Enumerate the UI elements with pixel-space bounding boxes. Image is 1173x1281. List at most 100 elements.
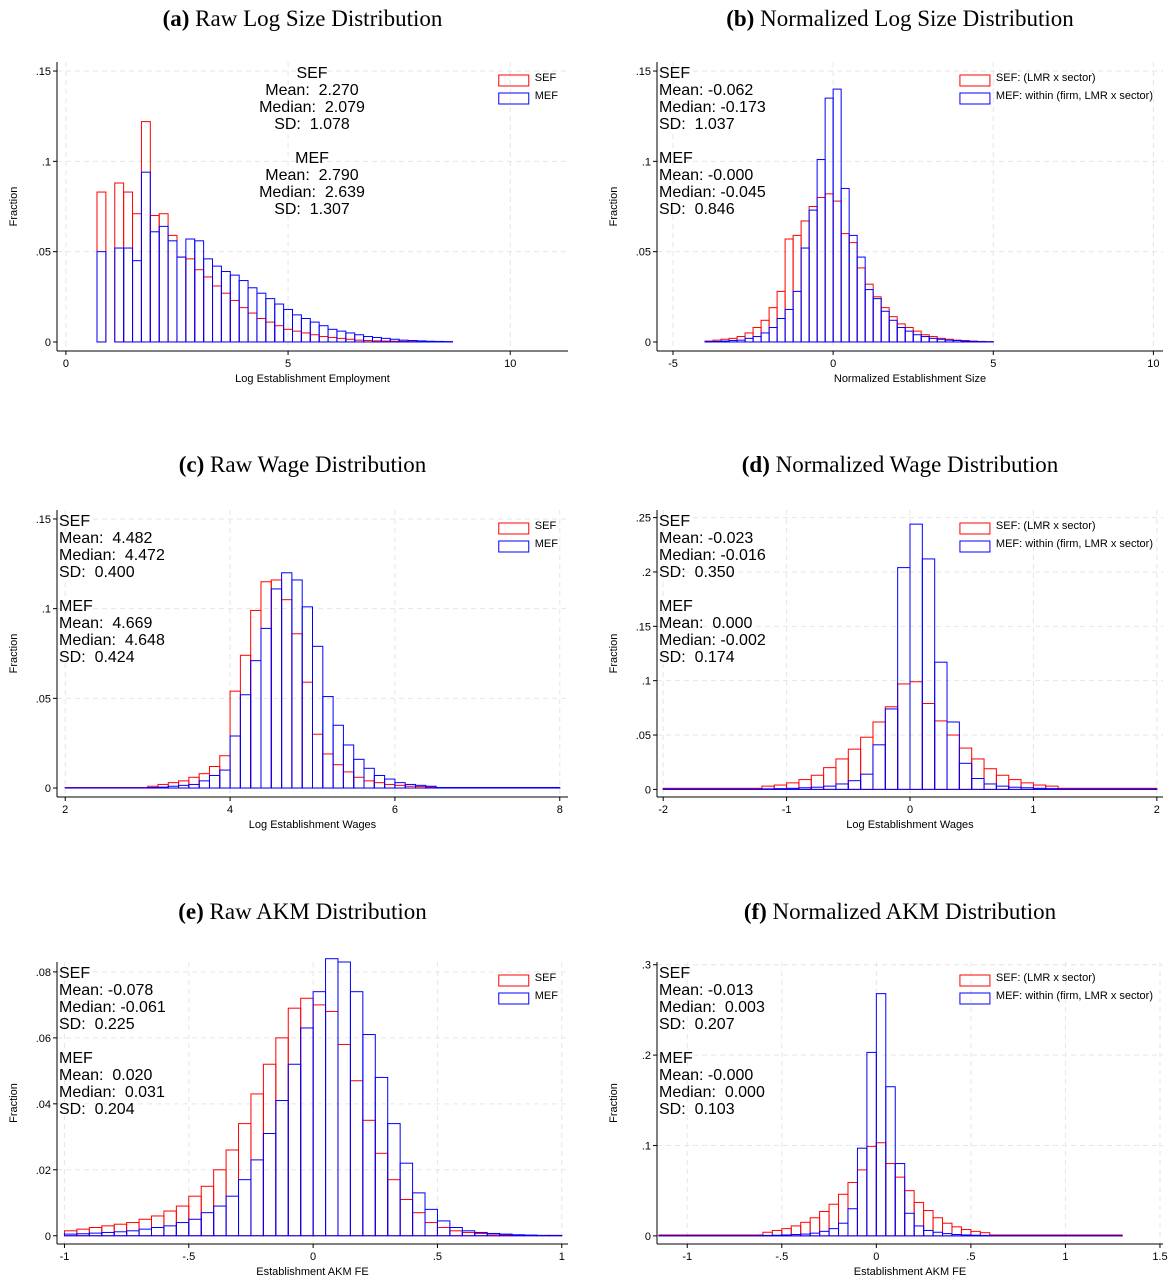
y-tick-label: .05 — [36, 693, 51, 705]
histogram-bar — [362, 1034, 376, 1237]
x-axis-title: Normalized Establishment Size — [834, 373, 986, 385]
histogram-bar — [1020, 787, 1034, 790]
histogram-bar — [322, 753, 334, 789]
histogram-bar — [909, 523, 923, 790]
histogram-bar — [840, 233, 850, 343]
stats-annotation: Mean: 2.270 — [265, 82, 359, 99]
histogram-bar — [325, 958, 339, 1237]
panel-title: (b) Normalized Log Size Distribution — [726, 6, 1074, 31]
y-tick-label: .15 — [36, 66, 51, 78]
stats-annotation: SD: 0.424 — [59, 649, 135, 666]
histogram-bar — [800, 220, 810, 343]
histogram-bar — [213, 1205, 227, 1237]
histogram-bar — [247, 312, 258, 343]
stats-annotation: Median: -0.045 — [659, 184, 766, 201]
histogram-bar — [149, 215, 160, 343]
histogram-bar — [318, 336, 329, 343]
histogram-bar — [312, 645, 324, 789]
histogram-bar — [946, 721, 960, 790]
x-axis-title: Establishment AKM FE — [854, 1266, 967, 1278]
histogram-bar — [322, 696, 334, 789]
legend-swatch — [959, 92, 991, 105]
histogram-bar — [256, 292, 267, 343]
stats-annotation: SEF — [659, 513, 690, 530]
histogram-bar — [200, 1185, 215, 1237]
histogram-bar — [337, 961, 351, 1237]
histogram-bar — [824, 193, 834, 343]
stats-annotation: SD: 0.225 — [59, 1016, 135, 1033]
x-tick-label: 8 — [557, 804, 563, 816]
x-tick-label: 0 — [63, 358, 69, 370]
histogram-bar — [728, 340, 738, 343]
histogram-bar — [229, 735, 241, 789]
histogram-bar — [138, 1228, 152, 1237]
stats-annotation: Median: 0.031 — [59, 1084, 165, 1101]
legend-label: SEF — [535, 520, 557, 532]
histogram-bar — [912, 330, 922, 343]
histogram-bar — [983, 783, 997, 790]
histogram-bar — [951, 1234, 962, 1237]
histogram-bar — [809, 1232, 821, 1237]
y-tick-label: .1 — [642, 676, 651, 688]
histogram-bar — [884, 708, 899, 790]
histogram-bar — [274, 325, 285, 343]
histogram-bar — [511, 1234, 525, 1237]
histogram-bar — [856, 267, 866, 343]
histogram-bar — [792, 290, 802, 343]
histogram-bar — [885, 1163, 896, 1237]
panel-label: (e) — [178, 899, 204, 924]
histogram-bar — [220, 292, 231, 343]
legend-label: SEF: (LMR x sector) — [996, 520, 1096, 532]
histogram-bar — [274, 303, 285, 343]
histogram-bar — [292, 330, 302, 343]
histogram-bar — [835, 758, 849, 790]
histogram-bar — [798, 787, 812, 790]
histogram-bar — [213, 1169, 227, 1237]
histogram-bar — [399, 1198, 414, 1237]
stats-annotation: MEF — [295, 150, 329, 167]
histogram-bar — [461, 1230, 476, 1237]
histogram-bar — [345, 332, 356, 343]
y-tick-label: .3 — [642, 960, 651, 972]
histogram-bar — [921, 558, 936, 790]
histogram-bar — [960, 340, 970, 343]
panel-label: (f) — [744, 899, 767, 924]
y-axis-title: Fraction — [608, 1083, 620, 1123]
histogram-bar — [474, 1231, 488, 1237]
histogram-bar — [808, 206, 818, 343]
panel-title-text: Normalized Wage Distribution — [776, 452, 1059, 477]
x-tick-label: -2 — [658, 804, 668, 816]
histogram-bar — [523, 1234, 538, 1237]
histogram-bar — [838, 1193, 849, 1237]
histogram-bar — [114, 247, 125, 343]
histogram-bar — [208, 774, 221, 789]
histogram-bar — [958, 762, 973, 790]
histogram-bar — [140, 171, 151, 343]
histogram-bar — [150, 1227, 165, 1237]
histogram-bar — [872, 721, 886, 790]
histogram-bar — [291, 579, 303, 789]
stats-annotation: SD: 0.400 — [59, 564, 135, 581]
histogram-bar — [123, 247, 134, 343]
histogram-bar — [913, 1225, 925, 1237]
histogram-bar — [760, 319, 770, 343]
histogram-bar — [736, 336, 746, 343]
stats-annotation: Median: 4.648 — [59, 632, 165, 649]
histogram-bar — [265, 298, 276, 343]
histogram-bar — [449, 1230, 463, 1237]
stats-annotation: SEF — [659, 65, 690, 82]
histogram-bar — [203, 258, 214, 343]
histogram-bar — [373, 782, 386, 789]
legend-label: MEF: within (firm, LMR x sector) — [996, 90, 1153, 102]
histogram-bar — [776, 290, 786, 343]
x-tick-label: 0 — [907, 804, 913, 816]
histogram-bar — [968, 340, 978, 343]
y-tick-label: 0 — [45, 1231, 51, 1243]
stats-annotation: Mean: -0.062 — [659, 82, 753, 99]
panel-title-text: Raw AKM Distribution — [210, 899, 428, 924]
legend-swatch — [959, 540, 991, 553]
stats-annotation: Median: -0.061 — [59, 999, 166, 1016]
histogram-bar — [932, 1231, 944, 1237]
histogram-bar — [225, 1195, 240, 1237]
histogram-bar — [327, 336, 338, 343]
